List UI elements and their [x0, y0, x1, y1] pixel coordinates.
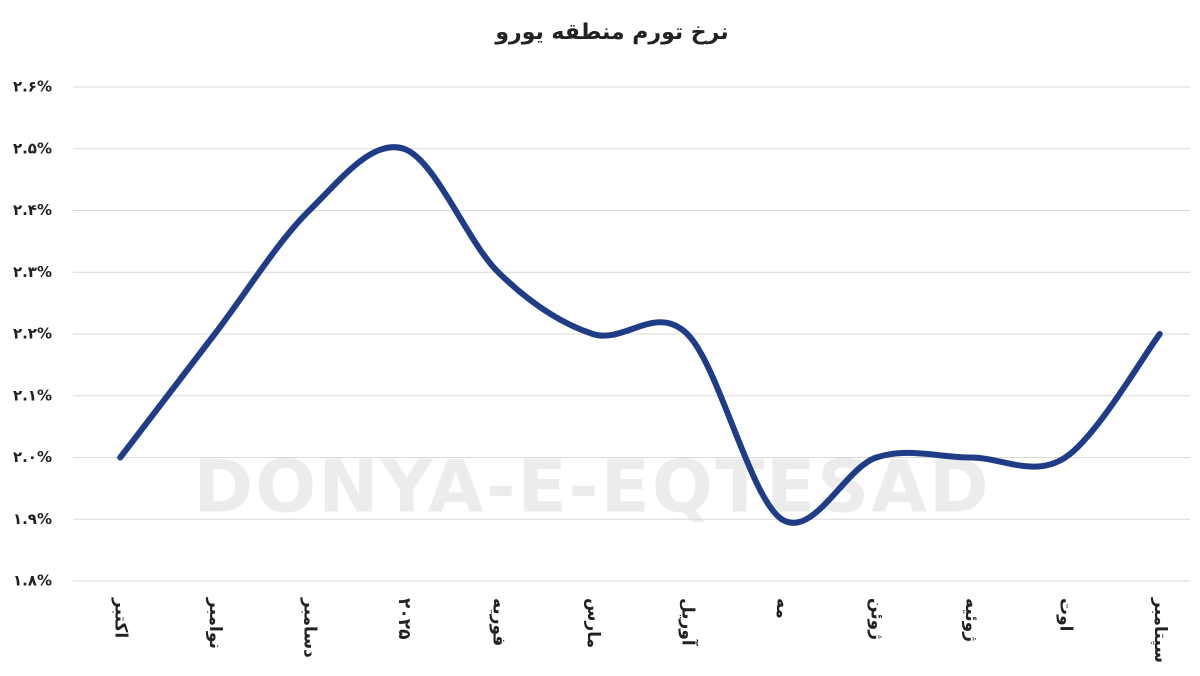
x-tick-label: نوامبر: [205, 597, 225, 649]
x-tick-label: سپتامبر: [1150, 597, 1170, 663]
y-tick-label: ۱.۸%: [13, 572, 52, 590]
chart-title: نرخ تورم منطقه یورو: [494, 20, 728, 45]
x-tick-label: ژوئیه: [961, 598, 981, 642]
line: [117, 144, 1163, 526]
y-tick-label: ۲.۶%: [13, 78, 52, 96]
y-tick-label: ۱.۹%: [13, 510, 52, 528]
y-tick-label: ۲.۵%: [13, 139, 52, 157]
watermark: DONYA-E-EQTESAD: [193, 445, 990, 529]
x-tick-label: مارس: [583, 598, 603, 648]
x-tick-label: آوریل: [677, 598, 699, 647]
x-tick-label: مه: [772, 598, 792, 619]
y-tick-label: ۲.۰%: [13, 448, 52, 466]
y-tick-label: ۲.۱%: [13, 386, 52, 404]
y-tick-label: ۲.۴%: [13, 201, 52, 219]
x-tick-label: اکتبر: [110, 597, 130, 638]
x-tick-label: ژوئن: [866, 598, 886, 640]
x-tick-label: اوت: [1055, 598, 1075, 631]
y-tick-label: ۲.۳%: [13, 263, 52, 281]
y-tick-label: ۲.۲%: [13, 325, 52, 343]
x-tick-label: ۲۰۲۵: [394, 598, 414, 640]
x-tick-label: دسامبر: [299, 597, 319, 658]
x-tick-label: فوریه: [488, 598, 508, 646]
